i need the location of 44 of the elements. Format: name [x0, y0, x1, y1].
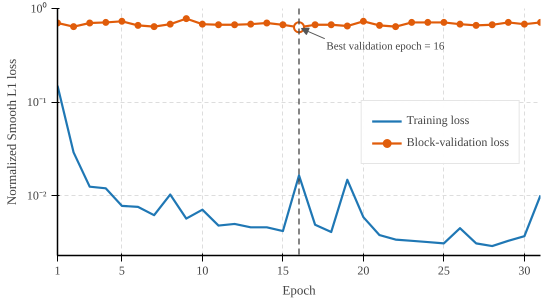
point: [70, 23, 78, 30]
y-axis-title: Normalized Smooth L1 loss: [4, 58, 19, 206]
x-tick-label: 5: [118, 264, 125, 278]
point: [231, 21, 238, 28]
x-tick-label: 1: [54, 264, 60, 278]
point: [440, 18, 448, 26]
point: [263, 20, 270, 26]
point: [328, 21, 335, 28]
point: [488, 21, 496, 28]
point: [520, 20, 528, 28]
point: [408, 18, 416, 26]
point: [102, 18, 110, 26]
point: [134, 22, 142, 29]
x-axis-title: Epoch: [282, 282, 316, 298]
x-tick-label: 10: [196, 264, 208, 278]
y-tick-label: 10⁻¹: [26, 95, 47, 110]
point: [247, 20, 254, 28]
point: [472, 22, 480, 29]
point: [312, 21, 319, 28]
point: [504, 18, 512, 26]
point: [376, 22, 383, 29]
x-tick-label: 25: [438, 264, 450, 278]
x-tick-label: 20: [357, 264, 370, 278]
point: [182, 15, 190, 22]
x-tick-label: 15: [276, 264, 289, 278]
legend-label: Training loss: [406, 113, 470, 128]
point: [198, 20, 206, 28]
line-series: [58, 84, 540, 248]
x-tick-label: 30: [518, 264, 530, 278]
point: [344, 22, 351, 30]
y-tick-label: 10⁻²: [26, 188, 47, 203]
annotation: Best validation epoch = 16: [326, 40, 445, 53]
point: [392, 23, 400, 30]
point: [456, 20, 464, 28]
legend-label: Block-validation loss: [406, 135, 509, 150]
point: [215, 21, 222, 28]
y-tick-label: 10⁰: [30, 2, 46, 16]
point: [424, 18, 432, 26]
point: [86, 20, 94, 26]
point: [360, 18, 367, 25]
point: [279, 21, 286, 28]
point: [118, 18, 126, 25]
point: [166, 20, 174, 28]
point: [150, 23, 158, 30]
